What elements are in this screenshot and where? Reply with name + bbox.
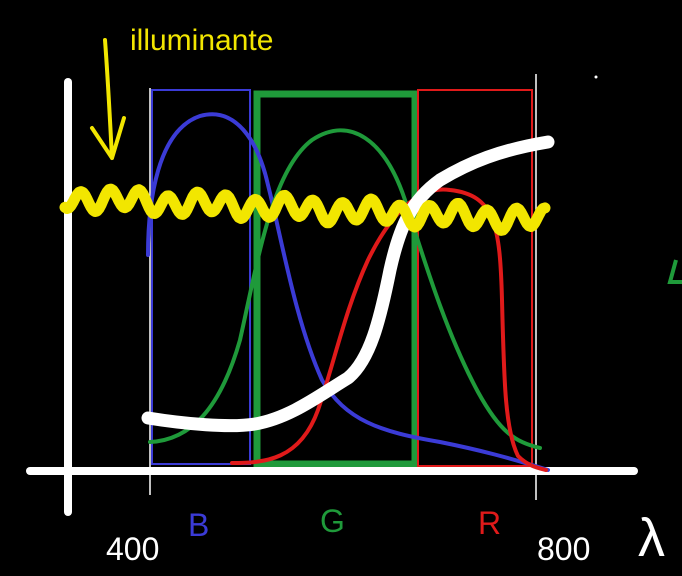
band-b-box: [151, 89, 251, 465]
band-g-label: G: [320, 503, 345, 539]
lambda-axis-label: λ: [638, 508, 665, 568]
green-curve: [148, 128, 542, 450]
blue-curve: [146, 112, 550, 472]
stray-green-mark: [667, 259, 682, 284]
illuminant-label: illuminante: [130, 24, 273, 57]
axes: [26, 78, 638, 516]
tick-800-label: 800: [537, 531, 590, 567]
band-r-box: [417, 89, 533, 467]
band-g-box: [253, 90, 419, 468]
illuminant-arrow: [90, 38, 126, 160]
band-r-label: R: [478, 505, 501, 541]
illuminant-curve: [59, 183, 551, 236]
tick-400-label: 400: [106, 531, 159, 567]
stray-dot: [594, 75, 598, 79]
band-b-label: B: [188, 507, 209, 543]
red-curve: [230, 187, 548, 472]
illuminant-curve-group: [59, 38, 551, 236]
white-curve: [141, 135, 555, 433]
curves: [141, 112, 555, 472]
